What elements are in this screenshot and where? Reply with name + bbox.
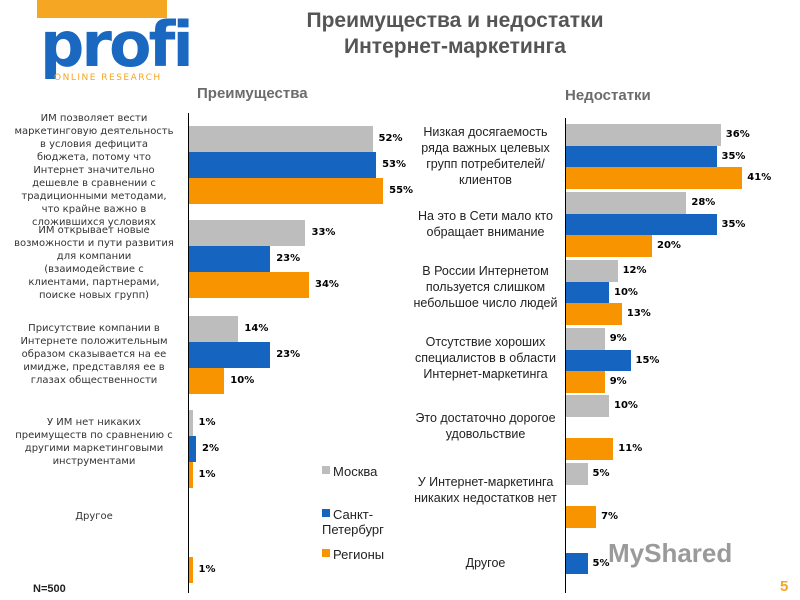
data-label: 36% [725, 129, 750, 140]
data-label: 14% [244, 323, 269, 334]
legend-label: Регионы [333, 547, 385, 562]
bar-disadvantage-2 [566, 371, 605, 393]
data-label: 1% [198, 469, 216, 480]
data-label: 34% [315, 279, 339, 290]
sample-size-note: N=500 [33, 583, 66, 595]
legend-swatch [322, 509, 330, 517]
bar-disadvantage-0 [566, 192, 687, 214]
data-label: 10% [614, 286, 638, 298]
data-label: 5% [592, 557, 610, 569]
data-label: 35% [721, 218, 746, 230]
bar-advantage-1 [189, 246, 271, 272]
advantages-label: Преимущества [197, 85, 308, 102]
legend-label: Санкт-Петербург [322, 507, 384, 537]
disadvantage-category-label: Отсутствие хороших специалистов в област… [414, 335, 557, 381]
bar-advantage-2 [189, 368, 225, 394]
bar-disadvantage-2 [566, 438, 614, 460]
data-label: 52% [378, 133, 403, 144]
data-label: 1% [198, 564, 216, 575]
bar-advantage-0 [189, 410, 193, 436]
page-number: 5 [780, 578, 789, 595]
data-label: 10% [230, 375, 255, 386]
bar-disadvantage-2 [566, 506, 597, 528]
data-label: 15% [635, 354, 660, 366]
data-label: 9% [609, 333, 627, 344]
logo: profi [40, 8, 194, 81]
bar-disadvantage-0 [566, 124, 721, 146]
bar-disadvantage-1 [566, 552, 588, 574]
bar-advantage-1 [189, 342, 271, 368]
bar-advantage-1 [189, 436, 197, 462]
bar-disadvantage-0 [566, 328, 605, 350]
bar-advantage-2 [189, 557, 193, 583]
data-label: 20% [657, 240, 681, 251]
advantage-category-label: ИМ открывает новые возможности и пути ра… [14, 225, 174, 301]
bar-advantage-2 [189, 462, 193, 488]
bar-advantage-0 [189, 316, 239, 342]
data-label: 2% [202, 443, 220, 454]
disadvantages-axis [565, 118, 566, 593]
disadvantage-category-label: У Интернет-маркетинга никаких недостатко… [414, 475, 557, 505]
advantage-category-label: Другое [75, 511, 113, 522]
legend-swatch [322, 466, 330, 474]
disadvantages-label: Недостатки [565, 87, 651, 104]
logo-subtitle: ONLINE RESEARCH [54, 73, 162, 83]
bar-advantage-0 [189, 126, 373, 152]
disadvantage-category-label: На это в Сети мало кто обращает внимание [418, 209, 553, 239]
bar-disadvantage-2 [566, 303, 622, 325]
data-label: 53% [382, 159, 407, 170]
data-label: 33% [311, 227, 336, 238]
data-label: 13% [626, 308, 651, 319]
data-label: 5% [592, 468, 610, 479]
legend-label: Москва [333, 464, 378, 479]
advantages-axis [188, 113, 189, 593]
data-label: 10% [614, 400, 638, 411]
data-label: 23% [276, 349, 301, 360]
legend-swatch [322, 549, 330, 557]
watermark: MyShared [608, 538, 733, 568]
data-label: 1% [198, 417, 216, 428]
bar-disadvantage-1 [566, 349, 631, 371]
data-label: 12% [622, 265, 647, 276]
advantage-category-label: Присутствие компании в Интернете положит… [20, 323, 168, 386]
data-label: 23% [276, 253, 301, 264]
bar-disadvantage-0 [566, 463, 588, 485]
advantage-category-label: У ИМ нет никаких преимуществ по сравнени… [15, 417, 173, 467]
data-label: 35% [721, 150, 746, 162]
bar-disadvantage-1 [566, 281, 609, 303]
data-label: 11% [618, 443, 643, 454]
bar-disadvantage-0 [566, 395, 609, 417]
bar-disadvantage-2 [566, 167, 743, 189]
data-label: 9% [609, 376, 627, 387]
bar-advantage-0 [189, 220, 306, 246]
chart-title: Преимущества и недостатки Интернет-марке… [306, 9, 604, 58]
disadvantage-category-label: Это достаточно дорогое удовольствие [415, 411, 556, 441]
disadvantage-category-label: Низкая досягаемость ряда важных целевых … [421, 125, 550, 187]
bar-advantage-2 [189, 178, 384, 204]
legend-item: Москва [322, 464, 412, 479]
bar-advantage-1 [189, 152, 377, 178]
bar-disadvantage-0 [566, 260, 618, 282]
legend-item: Регионы [322, 547, 412, 562]
disadvantage-category-label: В России Интернетом пользуется слишком н… [413, 264, 558, 310]
data-label: 55% [389, 185, 414, 196]
logo-bar [37, 0, 167, 18]
bar-disadvantage-2 [566, 235, 652, 257]
bar-disadvantage-1 [566, 145, 717, 167]
data-label: 7% [601, 511, 619, 522]
data-label: 28% [691, 197, 716, 208]
bar-advantage-2 [189, 272, 310, 298]
bar-disadvantage-1 [566, 213, 717, 235]
data-label: 41% [747, 172, 772, 183]
legend-item: Санкт-Петербург [322, 507, 412, 537]
advantage-category-label: ИМ позволяет вести маркетинговую деятель… [14, 113, 174, 228]
disadvantage-category-label: Другое [465, 556, 506, 570]
